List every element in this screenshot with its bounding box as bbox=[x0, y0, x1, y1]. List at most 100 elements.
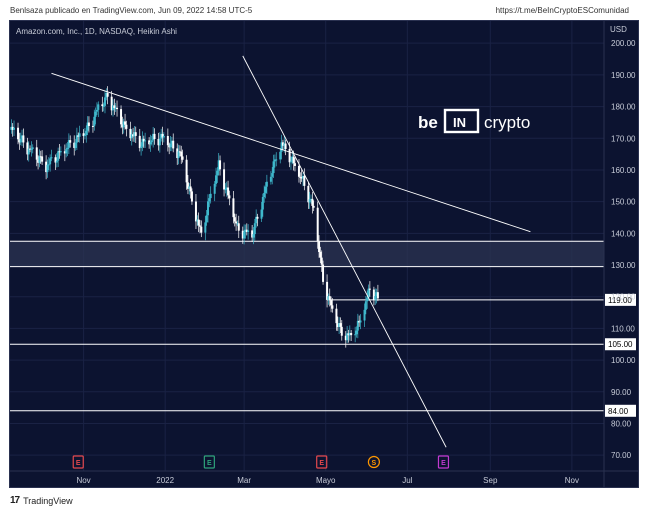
y-tick-label: 190.00 bbox=[611, 71, 636, 80]
candle-body bbox=[162, 136, 165, 138]
horizontal-levels: 119.00 105.00 84.00 bbox=[10, 240, 636, 417]
x-tick-label: 2022 bbox=[156, 476, 174, 485]
candle-body bbox=[204, 222, 207, 233]
candle-body bbox=[197, 219, 200, 226]
event-label: E bbox=[76, 460, 81, 467]
candle-body bbox=[166, 136, 169, 146]
y-tick-label: 170.00 bbox=[611, 134, 636, 143]
chart-title: Amazon.com, Inc., 1D, NASDAQ, Heikin Ash… bbox=[16, 27, 177, 36]
candle-body bbox=[227, 187, 230, 196]
candle-body bbox=[158, 138, 161, 146]
candle-body bbox=[272, 161, 275, 174]
candle-body bbox=[38, 156, 41, 163]
candle-body bbox=[114, 107, 117, 109]
candle-body bbox=[339, 323, 342, 327]
candle-body bbox=[292, 156, 295, 164]
candle-body bbox=[41, 156, 44, 162]
candle-body bbox=[209, 193, 212, 199]
candle-body bbox=[275, 159, 278, 161]
candle-body bbox=[297, 165, 300, 177]
candle-body bbox=[180, 151, 183, 157]
candle-body bbox=[328, 296, 331, 301]
candle-body bbox=[19, 138, 22, 143]
candle-body bbox=[124, 121, 127, 125]
candle-body bbox=[301, 175, 304, 179]
candle-body bbox=[157, 139, 160, 146]
candle-body bbox=[161, 133, 164, 138]
candle-body bbox=[97, 104, 100, 110]
x-tick-label: Mar bbox=[237, 476, 251, 485]
candle-body bbox=[78, 133, 81, 137]
price-axis[interactable]: 70.00 80.00 90.00 100.00 110.00 120.00 130.00 1… bbox=[611, 39, 636, 460]
candle-body bbox=[358, 320, 361, 323]
candle-body bbox=[65, 149, 68, 154]
candle-body bbox=[235, 221, 238, 224]
candle-body bbox=[169, 143, 172, 148]
candle-body bbox=[320, 257, 323, 265]
candle-body bbox=[113, 105, 116, 109]
candle-body bbox=[142, 138, 145, 142]
y-tick-label: 140.00 bbox=[611, 229, 636, 238]
candle-body bbox=[308, 199, 311, 203]
footer: 17 TradingView bbox=[10, 495, 73, 506]
candle-body bbox=[39, 156, 42, 158]
candle-body bbox=[140, 146, 143, 149]
candle-body bbox=[103, 97, 106, 106]
candle-body bbox=[363, 309, 366, 321]
candle-body bbox=[376, 292, 379, 299]
candle-body bbox=[284, 143, 287, 149]
candle-body bbox=[303, 175, 306, 186]
x-tick-label: Sep bbox=[483, 476, 498, 485]
candle-body bbox=[102, 105, 105, 107]
candle-body bbox=[279, 151, 282, 160]
candle-body bbox=[366, 297, 369, 302]
candle-body bbox=[132, 134, 135, 137]
candle-body bbox=[208, 198, 211, 202]
candle-body bbox=[66, 147, 69, 150]
candle-body bbox=[37, 159, 40, 163]
y-tick-label: 70.00 bbox=[611, 451, 632, 460]
candle-body bbox=[181, 156, 184, 160]
candle-body bbox=[85, 130, 88, 136]
y-tick-label: 80.00 bbox=[611, 419, 632, 428]
time-axis[interactable]: Nov 2022 Mar Mayo Jul Sep Nov bbox=[76, 476, 579, 485]
candle-body bbox=[264, 186, 267, 193]
candle-body bbox=[372, 289, 375, 300]
candle-body bbox=[356, 320, 359, 331]
trendline bbox=[242, 55, 447, 448]
candle-body bbox=[95, 109, 98, 112]
candle-body bbox=[244, 229, 247, 232]
candle-body bbox=[261, 197, 264, 210]
tradingview-logo-icon: 17 bbox=[10, 495, 20, 506]
candle-body bbox=[75, 135, 78, 143]
candle-body bbox=[27, 148, 30, 155]
event-split-marker bbox=[367, 455, 380, 469]
candle-body bbox=[348, 332, 351, 336]
y-tick-label: 110.00 bbox=[611, 324, 635, 333]
event-label: E bbox=[319, 460, 324, 467]
candle-body bbox=[260, 209, 263, 219]
candle-body bbox=[177, 151, 180, 159]
candle-body bbox=[74, 142, 77, 148]
candle-body bbox=[150, 140, 153, 143]
candle-body bbox=[144, 140, 147, 142]
candle-body bbox=[178, 151, 181, 153]
candle-body bbox=[364, 301, 367, 310]
candle-body bbox=[293, 163, 296, 166]
event-label: E bbox=[441, 460, 446, 467]
chart-frame[interactable]: 119.00 105.00 84.00 Amazon.com, Inc., 1D, … bbox=[9, 20, 639, 488]
x-tick-label: Nov bbox=[565, 476, 579, 485]
candle-body bbox=[13, 127, 16, 130]
currency-label: USD bbox=[610, 25, 627, 34]
event-earnings-marker bbox=[203, 455, 215, 469]
candle-body bbox=[289, 161, 292, 163]
candle-body bbox=[252, 234, 255, 238]
candle-body bbox=[307, 185, 310, 203]
price-chart[interactable]: 119.00 105.00 84.00 Amazon.com, Inc., 1D, … bbox=[10, 21, 638, 487]
candle-body bbox=[375, 292, 378, 297]
candle-body bbox=[228, 195, 231, 199]
level-price-label: 84.00 bbox=[608, 407, 629, 416]
event-earnings-marker bbox=[72, 455, 84, 469]
telegram-link[interactable]: https://t.me/BeInCryptoESComunidad bbox=[495, 6, 629, 15]
